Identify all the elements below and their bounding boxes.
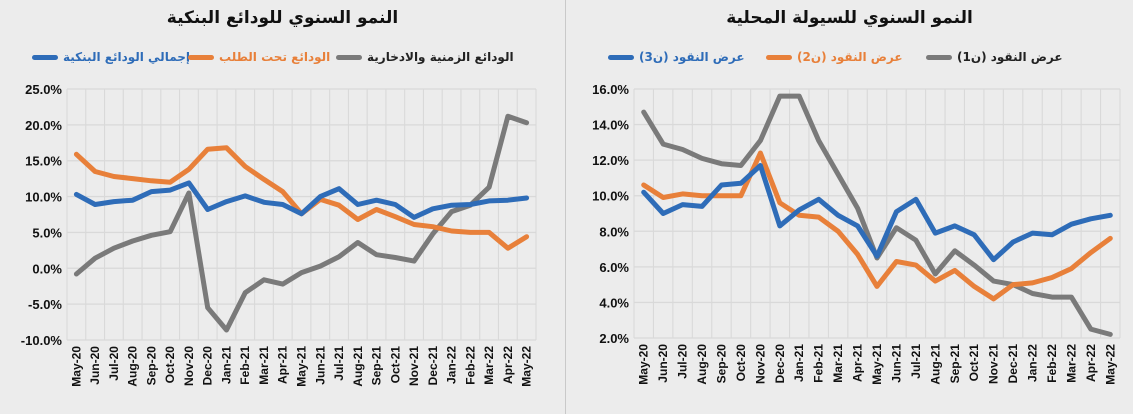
- x-axis-tick-label: Aug-20: [695, 344, 709, 385]
- legend-label: عرض النقود (ن2): [797, 50, 903, 64]
- x-axis-tick-label: Sep-21: [370, 346, 384, 386]
- legend-swatch-orange: [188, 54, 214, 60]
- chart-legend: عرض النقود (ن3) عرض النقود (ن2) عرض النق…: [566, 48, 1133, 66]
- x-axis-tick-label: Feb-21: [238, 346, 252, 385]
- y-axis-tick-label: 15.0%: [25, 154, 62, 169]
- x-axis-tick-label: Nov-21: [987, 344, 1001, 384]
- series-line: [641, 93, 1113, 337]
- y-axis-tick-label: 6.0%: [599, 260, 629, 275]
- liquidity-growth-chart-panel: النمو السنوي للسيولة المحلية عرض النقود …: [566, 0, 1133, 414]
- legend-swatch-gray: [336, 54, 362, 60]
- x-axis-tick-label: Feb-21: [812, 344, 826, 383]
- y-axis-tick-label: 14.0%: [592, 118, 629, 133]
- x-axis-tick-label: Feb-22: [1045, 344, 1059, 383]
- x-axis-tick-label: Mar-21: [257, 346, 271, 385]
- legend-label: الودائع الزمنية والادخارية: [367, 50, 514, 64]
- y-axis-tick-label: 8.0%: [599, 224, 629, 239]
- x-axis-tick-label: Oct-20: [734, 344, 748, 382]
- legend-swatch-blue: [608, 54, 634, 60]
- series-line: [641, 163, 1113, 263]
- deposits-growth-chart-panel: النمو السنوي للودائع البنكية إجمالي الود…: [0, 0, 566, 414]
- legend-item-demand-deposits: الودائع تحت الطلب: [188, 50, 330, 64]
- x-axis-tick-label: Jun-21: [313, 346, 327, 385]
- x-axis-tick-label: Jul-21: [909, 344, 923, 379]
- x-axis-tick-label: May-20: [69, 346, 83, 387]
- y-axis-tick-label: -5.0%: [28, 297, 62, 312]
- y-axis-tick-label: -10.0%: [21, 333, 63, 348]
- x-axis-tick-label: Aug-21: [928, 344, 942, 385]
- x-axis-tick-label: May-21: [870, 344, 884, 385]
- x-axis-tick-label: Nov-21: [407, 346, 421, 386]
- x-axis-tick-label: Dec-20: [773, 344, 787, 384]
- legend-label: الودائع تحت الطلب: [219, 50, 331, 64]
- series-line: [641, 150, 1113, 302]
- x-axis-tick-label: Jan-22: [1026, 344, 1040, 382]
- series-line: [73, 180, 530, 220]
- legend-item-total-deposits: إجمالي الودائع البنكية: [32, 50, 190, 64]
- series-line: [73, 113, 530, 333]
- x-axis-tick-label: Jun-21: [889, 344, 903, 383]
- x-axis-tick-label: Jan-21: [219, 346, 233, 384]
- series-line: [73, 145, 530, 251]
- x-axis-tick-label: Jun-20: [88, 346, 102, 385]
- x-axis-tick-label: Apr-22: [1084, 344, 1098, 382]
- x-axis-tick-label: Sep-20: [144, 346, 158, 386]
- x-axis-tick-label: Feb-22: [463, 346, 477, 385]
- y-axis-tick-label: 12.0%: [592, 153, 629, 168]
- x-axis-tick-label: Mar-22: [482, 346, 496, 385]
- x-axis-tick-label: Sep-20: [714, 344, 728, 384]
- x-axis-tick-label: Jan-21: [792, 344, 806, 382]
- legend-swatch-gray: [926, 54, 952, 60]
- y-axis-tick-label: 25.0%: [25, 82, 62, 97]
- x-axis-tick-label: May-21: [295, 346, 309, 387]
- x-axis-tick-label: Nov-20: [182, 346, 196, 386]
- legend-item-time-savings-deposits: الودائع الزمنية والادخارية: [336, 50, 514, 64]
- y-axis-tick-label: 10.0%: [592, 189, 629, 204]
- legend-item-m2: عرض النقود (ن2): [766, 50, 903, 64]
- x-axis-tick-label: Aug-21: [351, 346, 365, 387]
- x-axis-tick-label: Dec-20: [201, 346, 215, 386]
- x-axis-tick-label: Aug-20: [126, 346, 140, 387]
- plot-area: 16.0% 14.0% 12.0% 10.0% 8.0% 6.0% 4.0% 2.0% May-…: [592, 82, 1121, 385]
- legend-item-m1: عرض النقود (ن1): [926, 50, 1063, 64]
- x-axis-tick-label: May-22: [1103, 344, 1117, 385]
- legend-swatch-orange: [766, 54, 792, 60]
- chart-title: النمو السنوي للسيولة المحلية: [726, 8, 973, 28]
- x-axis-tick-label: Jul-20: [676, 344, 690, 379]
- x-axis-tick-label: Nov-20: [753, 344, 767, 384]
- x-axis-tick-label: Mar-22: [1064, 344, 1078, 383]
- x-axis-tick-label: Oct-21: [388, 346, 402, 384]
- y-axis-tick-label: 20.0%: [25, 118, 62, 133]
- x-axis-tick-label: Oct-21: [967, 344, 981, 382]
- y-axis-tick-label: 16.0%: [592, 82, 629, 97]
- x-axis-tick-label: Jun-20: [656, 344, 670, 383]
- legend-label: عرض النقود (ن3): [639, 50, 745, 64]
- x-axis-tick-label: Jan-22: [445, 346, 459, 384]
- x-axis-tick-label: Mar-21: [831, 344, 845, 383]
- y-axis-tick-label: 4.0%: [599, 295, 629, 310]
- legend-label: عرض النقود (ن1): [957, 50, 1063, 64]
- x-axis-tick-label: May-20: [637, 344, 651, 385]
- y-axis-tick-label: 0.0%: [32, 261, 62, 276]
- y-axis-tick-label: 5.0%: [32, 225, 62, 240]
- x-axis-tick-label: Apr-22: [501, 346, 515, 384]
- x-axis-tick-label: Apr-21: [276, 346, 290, 384]
- x-axis-tick-label: May-22: [520, 346, 534, 387]
- x-axis-tick-label: Jul-21: [332, 346, 346, 381]
- chart-title: النمو السنوي للودائع البنكية: [166, 8, 399, 28]
- chart-legend: إجمالي الودائع البنكية الودائع تحت الطلب…: [0, 48, 565, 66]
- y-axis-tick-label: 2.0%: [599, 331, 629, 346]
- x-axis-tick-label: Sep-21: [948, 344, 962, 384]
- x-axis-tick-label: Oct-20: [163, 346, 177, 384]
- legend-label: إجمالي الودائع البنكية: [63, 50, 191, 64]
- legend-swatch-blue: [32, 54, 58, 60]
- x-axis-tick-label: Dec-21: [1006, 344, 1020, 384]
- x-axis-tick-label: Dec-21: [426, 346, 440, 386]
- x-axis-tick-label: Jul-20: [107, 346, 121, 381]
- x-axis-tick-label: Apr-21: [851, 344, 865, 382]
- y-axis-tick-label: 10.0%: [25, 190, 62, 205]
- legend-item-m3: عرض النقود (ن3): [608, 50, 745, 64]
- plot-area: 25.0% 20.0% 15.0% 10.0% 5.0% 0.0% -5.0% -10.0% M…: [21, 82, 537, 387]
